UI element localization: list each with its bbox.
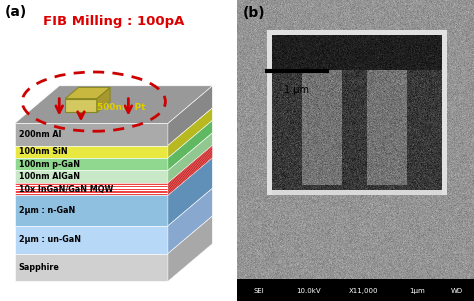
Polygon shape: [15, 145, 168, 158]
Text: 200nm Al: 200nm Al: [19, 130, 61, 139]
Text: 1μm: 1μm: [409, 288, 425, 294]
Text: 1 μm: 1 μm: [284, 85, 310, 95]
Polygon shape: [168, 157, 212, 195]
Polygon shape: [168, 108, 212, 158]
Polygon shape: [15, 191, 168, 192]
Text: (b): (b): [243, 6, 265, 20]
Text: 500nm Pt: 500nm Pt: [97, 103, 145, 112]
Polygon shape: [15, 183, 168, 195]
Text: (a): (a): [5, 5, 27, 19]
Polygon shape: [168, 216, 212, 281]
Text: FIB Milling : 100pA: FIB Milling : 100pA: [43, 15, 184, 28]
Polygon shape: [168, 151, 212, 189]
Polygon shape: [168, 158, 212, 226]
Polygon shape: [168, 152, 212, 191]
Polygon shape: [168, 133, 212, 183]
Polygon shape: [15, 86, 212, 123]
Polygon shape: [15, 158, 168, 170]
Polygon shape: [15, 187, 168, 188]
Text: WD: WD: [451, 288, 463, 294]
Polygon shape: [168, 188, 212, 254]
Polygon shape: [15, 170, 168, 183]
Text: SEI: SEI: [254, 288, 264, 294]
Polygon shape: [168, 149, 212, 188]
Text: 10.0kV: 10.0kV: [297, 288, 321, 294]
Polygon shape: [15, 184, 168, 185]
Polygon shape: [168, 156, 212, 194]
Polygon shape: [168, 145, 212, 195]
Polygon shape: [65, 99, 97, 113]
Text: 10x InGaN/GaN MQW: 10x InGaN/GaN MQW: [19, 185, 113, 194]
Text: 100nm SiN: 100nm SiN: [19, 147, 67, 156]
Polygon shape: [15, 123, 168, 145]
Polygon shape: [15, 254, 168, 281]
Polygon shape: [168, 148, 212, 186]
Polygon shape: [65, 87, 110, 99]
Polygon shape: [168, 86, 212, 145]
Bar: [237, 279, 474, 301]
Polygon shape: [15, 226, 168, 254]
Text: 100nm AlGaN: 100nm AlGaN: [19, 172, 80, 181]
Polygon shape: [168, 120, 212, 170]
Polygon shape: [15, 193, 168, 194]
Text: 2μm : un-GaN: 2μm : un-GaN: [19, 235, 81, 244]
Text: Sapphire: Sapphire: [19, 263, 60, 272]
Text: 100nm p-GaN: 100nm p-GaN: [19, 160, 80, 169]
Polygon shape: [15, 188, 168, 189]
Text: 2μm : n-GaN: 2μm : n-GaN: [19, 206, 75, 215]
Polygon shape: [168, 154, 212, 192]
Text: X11,000: X11,000: [349, 288, 379, 294]
Polygon shape: [97, 87, 110, 113]
Polygon shape: [15, 185, 168, 186]
Polygon shape: [15, 190, 168, 191]
Polygon shape: [168, 146, 212, 185]
Polygon shape: [15, 195, 168, 226]
